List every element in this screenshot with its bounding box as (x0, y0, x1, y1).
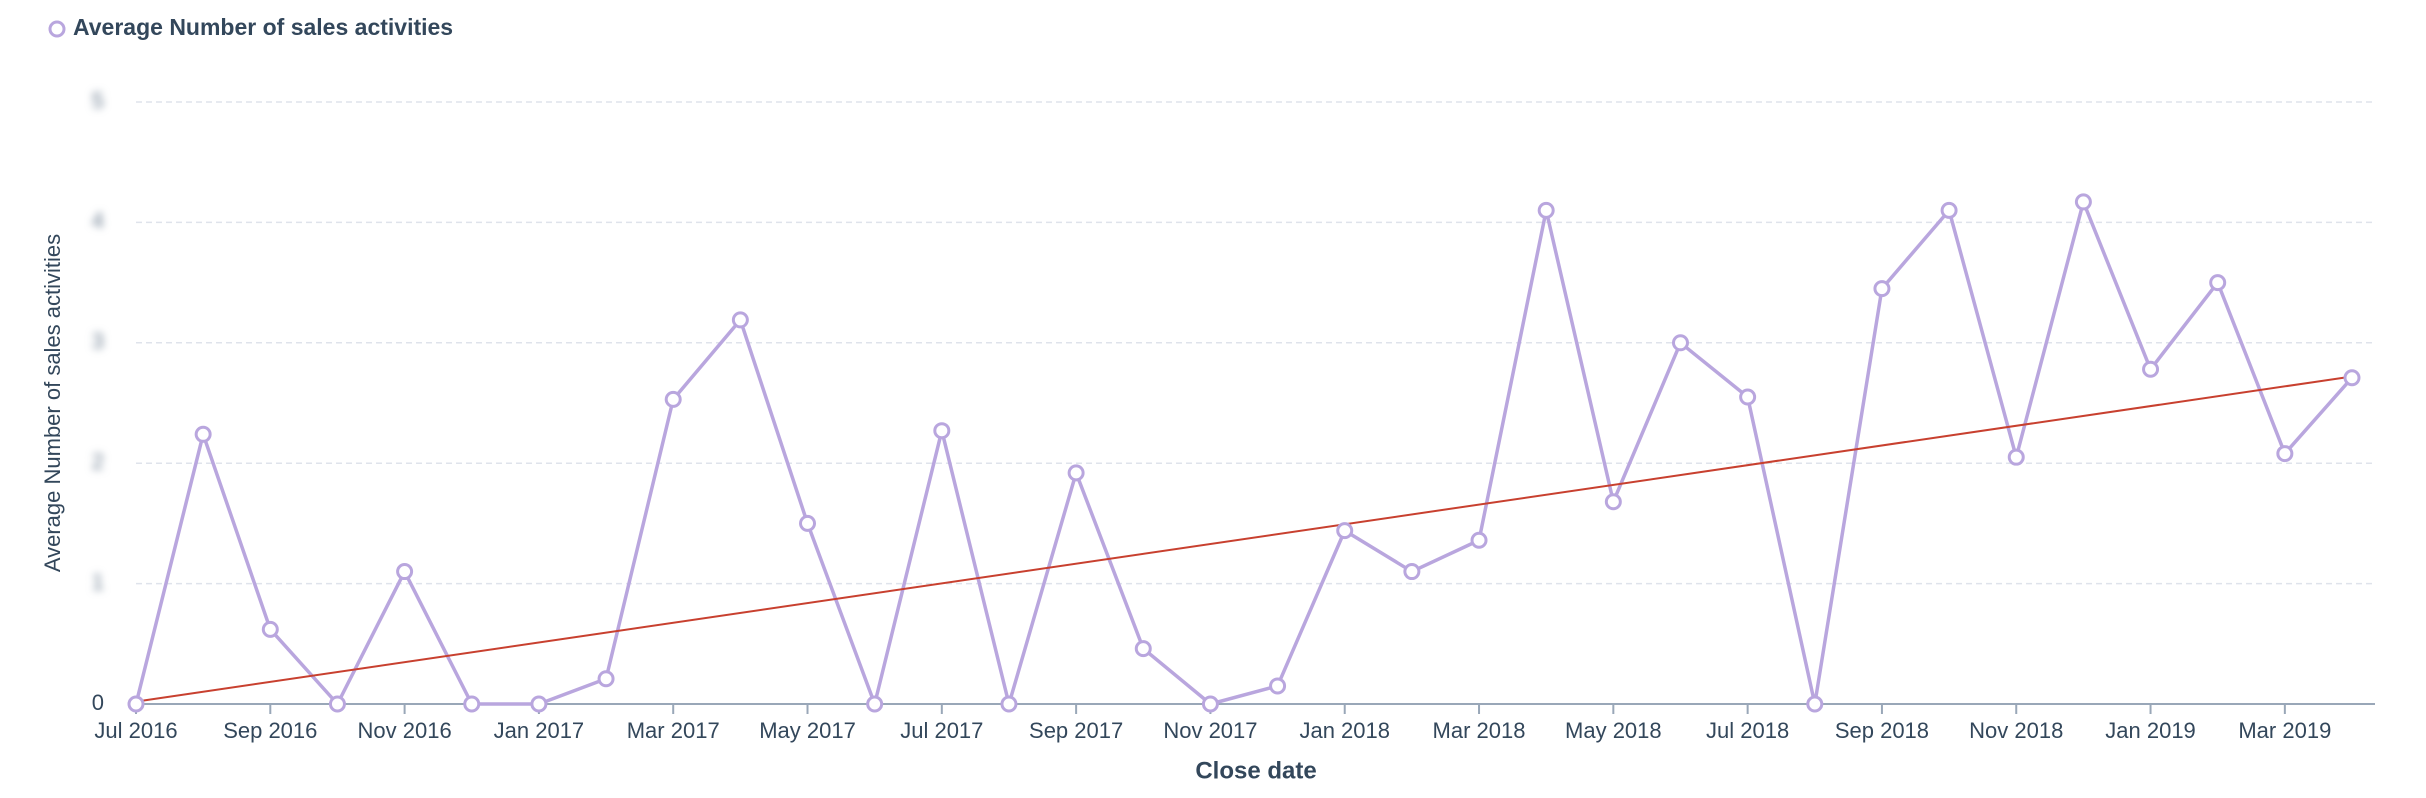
y-tick-label: 4 (92, 208, 104, 233)
data-point (530, 695, 548, 713)
data-point (799, 514, 817, 532)
legend-label: Average Number of sales activities (73, 14, 453, 40)
x-tick-label: Jan 2017 (494, 718, 585, 743)
x-axis-title: Close date (1195, 757, 1316, 784)
y-tick-label: 3 (92, 329, 104, 354)
data-point (1873, 280, 1891, 298)
data-point (1470, 531, 1488, 549)
data-point (1739, 388, 1757, 406)
data-point (194, 425, 212, 443)
x-tick-label: Jul 2017 (900, 718, 983, 743)
y-tick-label: 0 (92, 690, 104, 715)
x-tick-label: May 2018 (1565, 718, 1662, 743)
x-tick-label: May 2017 (759, 718, 856, 743)
x-tick-label: Sep 2018 (1835, 718, 1929, 743)
data-point (866, 695, 884, 713)
x-tick-label: Sep 2016 (223, 718, 317, 743)
x-tick-label: Mar 2017 (627, 718, 720, 743)
x-tick-label: Jan 2018 (1299, 718, 1390, 743)
data-point (261, 620, 279, 638)
data-point (731, 311, 749, 329)
x-tick-label: Sep 2017 (1029, 718, 1123, 743)
data-point (1537, 201, 1555, 219)
x-tick-label: Jul 2018 (1706, 718, 1789, 743)
data-point (664, 390, 682, 408)
x-tick-label: Jan 2019 (2105, 718, 2196, 743)
data-point (396, 563, 414, 581)
x-tick-label: Nov 2018 (1969, 718, 2063, 743)
data-point (2142, 360, 2160, 378)
data-point (2007, 448, 2025, 466)
data-point (1134, 640, 1152, 658)
data-point (1000, 695, 1018, 713)
data-point (463, 695, 481, 713)
data-point (1067, 464, 1085, 482)
data-point (2276, 445, 2294, 463)
data-point (933, 422, 951, 440)
data-point (1403, 563, 1421, 581)
trend-line (135, 375, 2353, 703)
x-tick-label: Mar 2019 (2238, 718, 2331, 743)
x-tick-label: Jul 2016 (94, 718, 177, 743)
x-tick-label: Mar 2018 (1433, 718, 1526, 743)
data-point (2209, 274, 2227, 292)
data-point (2074, 193, 2092, 211)
legend-marker (48, 20, 66, 38)
y-axis-title: Average Number of sales activities (40, 234, 65, 572)
data-point (1940, 201, 1958, 219)
data-point (597, 670, 615, 688)
x-tick-label: Nov 2017 (1163, 718, 1257, 743)
data-point (1806, 695, 1824, 713)
y-tick-label: 5 (92, 88, 104, 113)
data-point (2343, 369, 2361, 387)
data-point (1269, 677, 1287, 695)
y-tick-label: 1 (92, 569, 104, 594)
y-tick-label: 2 (92, 449, 104, 474)
data-point (1604, 493, 1622, 511)
data-point (328, 695, 346, 713)
data-point (1201, 695, 1219, 713)
data-point (1671, 334, 1689, 352)
data-point (127, 695, 145, 713)
x-tick-label: Nov 2016 (358, 718, 452, 743)
series-line (134, 200, 2354, 706)
data-point (1336, 522, 1354, 540)
